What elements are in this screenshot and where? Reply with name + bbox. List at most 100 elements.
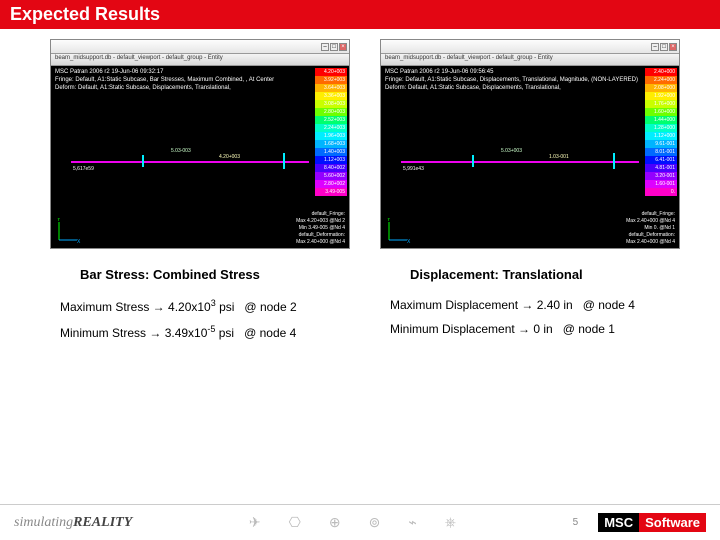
caption-right: Displacement: Translational (410, 267, 680, 282)
legend-entry: 0. (645, 188, 677, 196)
metric-location: @ node 4 (583, 298, 635, 312)
legend-entry: 4.81-001 (645, 164, 677, 172)
svg-text:Y: Y (57, 218, 61, 223)
viewer-body: MSC Patran 2006 r2 19-Jun-06 09:32:17 Fr… (51, 66, 349, 248)
legend-entry: 2.08+000 (645, 84, 677, 92)
viewer-toolbar: beam_midsupport.db - default_viewport - … (51, 54, 349, 66)
metric-row: Maximum Stress → 4.20x103 psi@ node 2 (60, 298, 350, 314)
legend-entry: 1.60-001 (645, 180, 677, 188)
legend-entry: 9.61-001 (645, 140, 677, 148)
page-number: 5 (573, 517, 579, 528)
legend-entry: 2.24+000 (645, 76, 677, 84)
legend-entry: 3.20-001 (645, 172, 677, 180)
metric-location: @ node 4 (244, 326, 296, 340)
legend-entry: 2.80+003 (315, 108, 347, 116)
metric-unit: psi (215, 326, 234, 340)
legend-entry: 3.49-005 (315, 188, 347, 196)
beam-plot (71, 161, 309, 163)
beam-plot (401, 161, 639, 163)
viewer-header-text: MSC Patran 2006 r2 19-Jun-06 09:32:17 Fr… (51, 66, 349, 94)
legend-entry: 2.40+000 (645, 68, 677, 76)
footer-icon: ⊕ (329, 514, 341, 531)
metric-label: Minimum Stress → (60, 326, 165, 340)
viewer-body: MSC Patran 2006 r2 19-Jun-06 09:56:45 Fr… (381, 66, 679, 248)
legend-entry: 1.92+000 (645, 92, 677, 100)
legend-entry: 8.40+002 (315, 164, 347, 172)
legend-entry: 2.80+002 (315, 180, 347, 188)
slide-header: Expected Results (0, 0, 720, 29)
tagline-pre: simulating (14, 515, 73, 530)
logo-msc: MSC (598, 513, 639, 532)
footer-icon: ⎈ (445, 514, 456, 531)
node-label-c: 1.03-001 (549, 154, 569, 160)
svg-text:X: X (77, 239, 81, 244)
legend-entry: 1.44+000 (645, 116, 677, 124)
legend-entry: 3.64+003 (315, 84, 347, 92)
left-column: – □ × beam_midsupport.db - default_viewp… (50, 39, 350, 350)
node-label-b: 5.03+003 (501, 148, 522, 154)
maximize-icon[interactable]: □ (330, 43, 338, 51)
right-column: – □ × beam_midsupport.db - default_viewp… (380, 39, 680, 350)
viewer-left: – □ × beam_midsupport.db - default_viewp… (50, 39, 350, 249)
viewer-toolbar: beam_midsupport.db - default_viewport - … (381, 54, 679, 66)
svg-text:X: X (407, 239, 411, 244)
metric-row: Minimum Displacement → 0 in @ node 1 (390, 322, 680, 336)
metric-label: Maximum Stress → (60, 300, 168, 314)
footer-icon: ✈ (249, 514, 261, 531)
legend-entry: 1.76+000 (645, 100, 677, 108)
legend-entry: 1.40+003 (315, 148, 347, 156)
viewer-right: – □ × beam_midsupport.db - default_viewp… (380, 39, 680, 249)
legend-entry: 6.41-001 (645, 156, 677, 164)
metric-location: @ node 2 (244, 300, 296, 314)
axis-icon: YX (55, 218, 81, 244)
legend-entry: 2.52+003 (315, 116, 347, 124)
metric-value: 0 in (533, 322, 552, 336)
color-legend-left: 4.20+0033.92+0033.64+0033.36+0033.08+003… (315, 68, 347, 196)
metric-row: Minimum Stress → 3.49x10-5 psi@ node 4 (60, 324, 350, 340)
node-label-a: 5,617e59 (73, 166, 94, 172)
legend-entry: 5.60+002 (315, 172, 347, 180)
legend-entry: 1.12+000 (645, 132, 677, 140)
legend-entry: 3.36+003 (315, 92, 347, 100)
node-label-b: 5.03-003 (171, 148, 191, 154)
legend-entry: 2.24+003 (315, 124, 347, 132)
viewer-footer-text: default_Fringe: Max 4.20+003 @Nd 2 Min 3… (296, 211, 345, 246)
svg-text:Y: Y (387, 218, 391, 223)
axis-icon: YX (385, 218, 411, 244)
maximize-icon[interactable]: □ (660, 43, 668, 51)
viewer-footer-text: default_Fringe: Max 2.40+000 @Nd 4 Min 0… (626, 211, 675, 246)
minimize-icon[interactable]: – (651, 43, 659, 51)
legend-entry: 1.12+003 (315, 156, 347, 164)
legend-entry: 1.68+003 (315, 140, 347, 148)
metric-value: 3.49x10 (165, 326, 208, 340)
msc-logo: MSCSoftware (598, 513, 706, 532)
legend-entry: 1.28+000 (645, 124, 677, 132)
caption-left: Bar Stress: Combined Stress (80, 267, 350, 282)
footer-icon: ⊚ (369, 514, 381, 531)
content-row: – □ × beam_midsupport.db - default_viewp… (0, 29, 720, 350)
slide-footer: simulatingREALITY ✈⎔⊕⊚⌁⎈ 5 MSCSoftware (0, 504, 720, 540)
footer-icon: ⌁ (408, 514, 416, 531)
window-titlebar: – □ × (51, 40, 349, 54)
metric-unit: psi (216, 300, 235, 314)
legend-entry: 1.96+003 (315, 132, 347, 140)
close-icon[interactable]: × (669, 43, 677, 51)
metric-value: 4.20x10 (168, 300, 211, 314)
legend-entry: 8.01-001 (645, 148, 677, 156)
legend-entry: 3.08+003 (315, 100, 347, 108)
close-icon[interactable]: × (339, 43, 347, 51)
legend-entry: 4.20+003 (315, 68, 347, 76)
metric-value: 2.40 in (537, 298, 573, 312)
metric-row: Maximum Displacement → 2.40 in@ node 4 (390, 298, 680, 312)
footer-icons: ✈⎔⊕⊚⌁⎈ (132, 514, 572, 531)
header-title: Expected Results (10, 4, 160, 24)
minimize-icon[interactable]: – (321, 43, 329, 51)
metric-label: Minimum Displacement → (390, 322, 533, 336)
legend-entry: 1.60+000 (645, 108, 677, 116)
viewer-header-text: MSC Patran 2006 r2 19-Jun-06 09:56:45 Fr… (381, 66, 679, 94)
logo-software: Software (639, 513, 706, 532)
window-titlebar: – □ × (381, 40, 679, 54)
metric-location: @ node 1 (563, 322, 615, 336)
footer-tagline: simulatingREALITY (14, 515, 132, 531)
node-label-c: 4.20+003 (219, 154, 240, 160)
